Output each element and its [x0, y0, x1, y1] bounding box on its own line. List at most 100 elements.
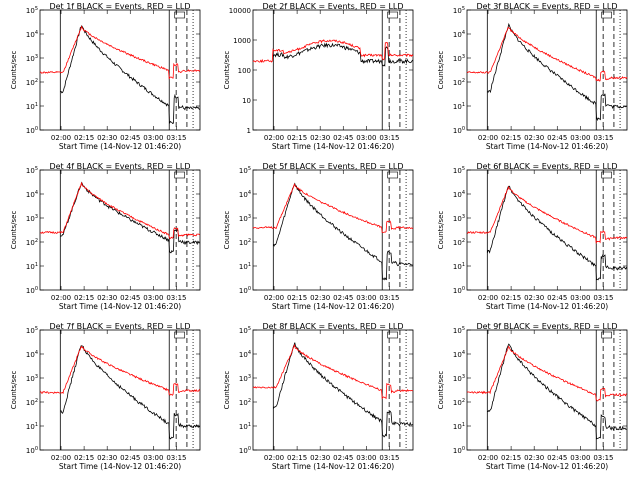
- x-tick-label: 03:00: [143, 134, 163, 142]
- x-tick-label: 03:15: [593, 134, 613, 142]
- x-tick-label: 03:00: [356, 134, 376, 142]
- x-tick-label: 03:00: [143, 294, 163, 302]
- x-tick-label: 02:15: [74, 454, 94, 462]
- panel-title: Det 9f BLACK = Events, RED = LLD: [476, 322, 617, 331]
- interval-box: [601, 331, 612, 339]
- x-tick-label: 02:30: [310, 294, 330, 302]
- detector-panel-6: Det 6f BLACK = Events, RED = LLD 100 101 10…: [437, 162, 628, 311]
- y-tick-label: 100: [26, 286, 38, 295]
- interval-box: [601, 171, 612, 179]
- detector-panel-4: Det 4f BLACK = Events, RED = LLD 100 101 10…: [10, 162, 201, 311]
- y-tick-label: 105: [239, 166, 251, 175]
- series-line-lld: [466, 345, 628, 402]
- x-tick-label: 02:15: [287, 134, 307, 142]
- y-axis-label: Counts/sec: [437, 371, 445, 410]
- series-line-lld: [39, 345, 201, 396]
- x-axis-label: Start Time (14-Nov-12 01:46:20): [59, 302, 181, 311]
- x-tick-label: 02:30: [97, 134, 117, 142]
- y-tick-label: 102: [239, 398, 251, 407]
- y-tick-label: 103: [239, 374, 251, 383]
- y-tick-label: 105: [453, 326, 465, 335]
- x-axis-label: Start Time (14-Nov-12 01:46:20): [272, 302, 394, 311]
- y-tick-label: 105: [453, 166, 465, 175]
- x-tick-label: 02:30: [310, 134, 330, 142]
- y-tick-label: 102: [239, 238, 251, 247]
- x-tick-label: 02:15: [501, 294, 521, 302]
- y-axis-label: Counts/sec: [223, 211, 231, 250]
- plot-frame: [39, 169, 201, 291]
- x-tick-label: 02:45: [333, 134, 353, 142]
- x-tick-label: 02:45: [547, 134, 567, 142]
- y-tick-label: 104: [453, 30, 465, 39]
- y-tick-label: 101: [26, 262, 38, 271]
- y-tick-label: 102: [453, 238, 465, 247]
- x-tick-label: 02:45: [333, 454, 353, 462]
- y-tick-label: 105: [453, 6, 465, 15]
- x-tick-label: 03:00: [570, 134, 590, 142]
- y-axis-label: Counts/sec: [223, 371, 231, 410]
- y-tick-label: 101: [26, 422, 38, 431]
- y-tick-label: 100: [26, 126, 38, 135]
- x-tick-label: 02:30: [524, 134, 544, 142]
- y-tick-label: 102: [26, 238, 38, 247]
- x-tick-label: 02:00: [51, 294, 71, 302]
- series-line-events: [272, 182, 413, 281]
- x-axis-label: Start Time (14-Nov-12 01:46:20): [486, 462, 608, 471]
- x-tick-label: 02:15: [287, 294, 307, 302]
- x-tick-label: 03:00: [356, 294, 376, 302]
- x-tick-label: 02:00: [51, 454, 71, 462]
- y-tick-label: 102: [453, 398, 465, 407]
- detector-panel-5: Det 5f BLACK = Events, RED = LLD 100 101 10…: [223, 162, 414, 311]
- x-tick-label: 02:45: [120, 454, 140, 462]
- x-tick-label: 03:15: [166, 294, 186, 302]
- x-axis-label: Start Time (14-Nov-12 01:46:20): [272, 462, 394, 471]
- series-line-events: [272, 42, 413, 67]
- interval-box: [174, 171, 185, 179]
- x-tick-label: 03:15: [379, 134, 399, 142]
- panel-title: Det 5f BLACK = Events, RED = LLD: [262, 162, 403, 171]
- y-tick-label: 10: [242, 97, 251, 105]
- y-tick-label: 103: [453, 54, 465, 63]
- x-tick-label: 02:00: [51, 134, 71, 142]
- interval-box: [174, 11, 185, 19]
- y-tick-label: 1: [247, 127, 251, 135]
- y-tick-label: 100: [453, 286, 465, 295]
- y-tick-label: 100: [453, 126, 465, 135]
- x-axis-label: Start Time (14-Nov-12 01:46:20): [272, 142, 394, 151]
- x-tick-label: 02:45: [547, 454, 567, 462]
- x-axis-label: Start Time (14-Nov-12 01:46:20): [59, 142, 181, 151]
- y-tick-label: 103: [453, 374, 465, 383]
- y-tick-label: 100: [239, 286, 251, 295]
- detector-panel-7: Det 7f BLACK = Events, RED = LLD 100 101 10…: [10, 322, 201, 471]
- x-tick-label: 03:15: [379, 454, 399, 462]
- x-tick-label: 02:00: [264, 454, 284, 462]
- plot-frame: [466, 329, 628, 451]
- y-tick-label: 103: [239, 214, 251, 223]
- detector-panel-9: Det 9f BLACK = Events, RED = LLD 100 101 10…: [437, 322, 628, 471]
- y-tick-label: 102: [453, 78, 465, 87]
- series-line-events: [60, 345, 200, 440]
- series-line-events: [486, 185, 627, 281]
- x-tick-label: 02:30: [524, 294, 544, 302]
- plot-frame: [252, 329, 414, 451]
- x-tick-label: 02:15: [74, 294, 94, 302]
- x-axis-label: Start Time (14-Nov-12 01:46:20): [59, 462, 181, 471]
- interval-box: [601, 11, 612, 19]
- x-tick-label: 02:30: [97, 454, 117, 462]
- x-tick-label: 02:00: [478, 454, 498, 462]
- y-tick-label: 101: [453, 422, 465, 431]
- y-tick-label: 105: [239, 326, 251, 335]
- y-axis-label: Counts/sec: [437, 211, 445, 250]
- x-tick-label: 02:30: [310, 454, 330, 462]
- panel-title: Det 6f BLACK = Events, RED = LLD: [476, 162, 617, 171]
- series-line-lld: [39, 25, 201, 80]
- y-tick-label: 102: [26, 78, 38, 87]
- interval-box: [387, 11, 398, 19]
- y-tick-label: 100: [239, 446, 251, 455]
- x-tick-label: 03:00: [570, 294, 590, 302]
- x-tick-label: 03:15: [593, 294, 613, 302]
- x-tick-label: 02:00: [264, 134, 284, 142]
- y-tick-label: 103: [453, 214, 465, 223]
